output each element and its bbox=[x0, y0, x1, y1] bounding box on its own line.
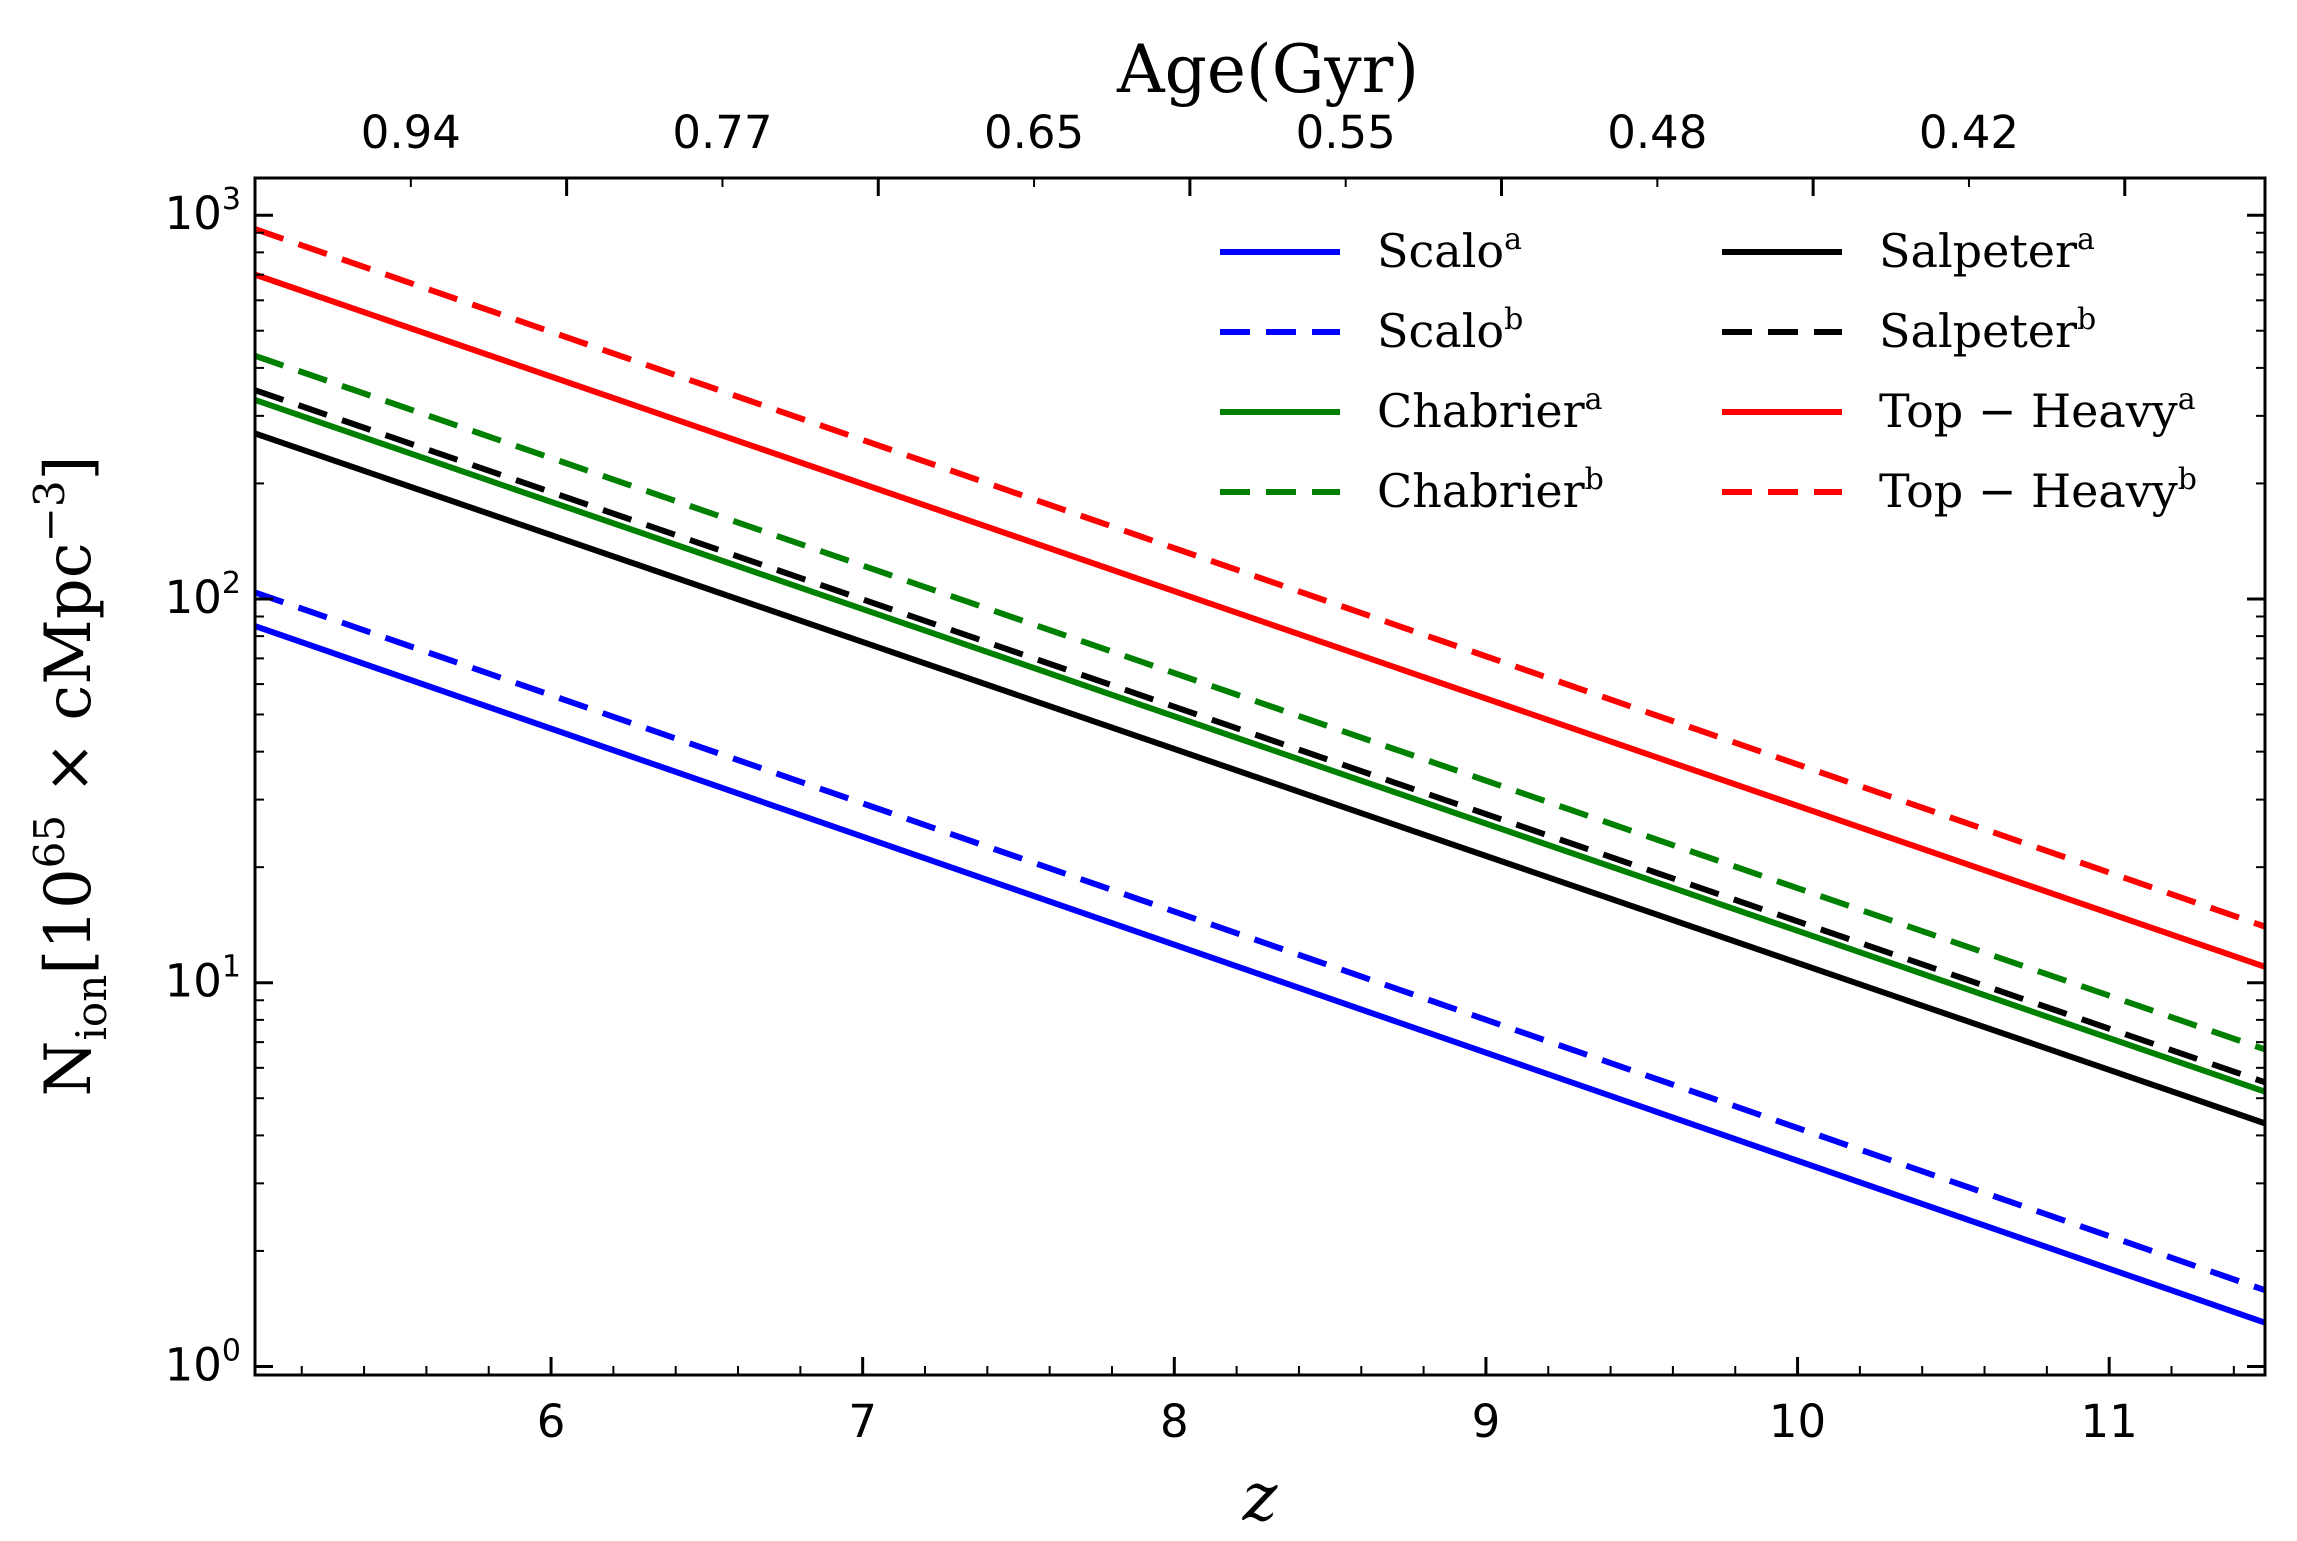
top-tick-label: 0.77 bbox=[672, 106, 772, 159]
top-tick-label: 0.94 bbox=[361, 106, 461, 159]
y-label-exp: 65 bbox=[25, 815, 74, 868]
series-line-6 bbox=[254, 387, 2266, 1086]
y-label-bracket-close: ] bbox=[32, 455, 106, 480]
x-tick-label: 10 bbox=[1769, 1395, 1826, 1448]
legend-label-2: Scalob bbox=[1377, 302, 1523, 358]
y-label-exp2: −3 bbox=[25, 480, 74, 542]
series-line-4 bbox=[254, 353, 2266, 1053]
x-tick-label: 8 bbox=[1160, 1395, 1189, 1448]
y-label-main: N bbox=[32, 1041, 106, 1097]
top-tick-label: 0.48 bbox=[1607, 106, 1707, 159]
y-label-sub: ion bbox=[67, 975, 116, 1041]
y-tick-label: 101 bbox=[165, 950, 241, 1008]
top-ticks: 0.94 0.77 0.65 0.55 0.48 0.42 bbox=[361, 106, 2127, 196]
y-ticks: 100 101 102 103 bbox=[165, 182, 2265, 1391]
y-label-bracket-open: [10 bbox=[32, 868, 106, 974]
legend-label-4: Chabrierb bbox=[1377, 462, 1604, 518]
top-tick-label: 0.65 bbox=[984, 106, 1084, 159]
legend-label-8: Top − Heavyb bbox=[1879, 462, 2197, 518]
y-label-times: × cMpc bbox=[32, 542, 106, 815]
legend-label-3: Chabriera bbox=[1377, 382, 1603, 438]
top-tick-label: 0.55 bbox=[1296, 106, 1396, 159]
series-line-7 bbox=[254, 271, 2266, 970]
legend: Scaloa Scalob Chabriera Chabrierb Salpetera S… bbox=[1220, 222, 2197, 518]
plot-frame bbox=[253, 176, 2267, 1377]
series-line-2 bbox=[254, 589, 2266, 1294]
x-axis-label: z bbox=[1242, 1459, 1279, 1536]
y-tick-label: 100 bbox=[165, 1333, 241, 1391]
legend-label-5: Salpetera bbox=[1879, 222, 2095, 278]
legend-label-1: Scaloa bbox=[1377, 222, 1522, 278]
plot-lines bbox=[254, 226, 2266, 1326]
legend-label-6: Salpeterb bbox=[1879, 302, 2096, 358]
y-tick-label: 102 bbox=[165, 566, 241, 624]
y-axis-label: Nion[1065 × cMpc−3] bbox=[25, 455, 116, 1096]
x-ticks: 6 7 8 9 10 11 bbox=[300, 1357, 2235, 1448]
x-tick-label: 9 bbox=[1472, 1395, 1501, 1448]
series-line-5 bbox=[254, 430, 2266, 1127]
x-tick-label: 6 bbox=[537, 1395, 566, 1448]
top-axis-label: Age(Gyr) bbox=[1116, 31, 1419, 108]
y-tick-label: 103 bbox=[165, 182, 241, 240]
x-tick-label: 7 bbox=[848, 1395, 877, 1448]
legend-label-7: Top − Heavya bbox=[1879, 382, 2196, 438]
top-tick-label: 0.42 bbox=[1919, 106, 2019, 159]
series-line-3 bbox=[254, 397, 2266, 1095]
series-line-1 bbox=[254, 623, 2266, 1326]
x-tick-label: 11 bbox=[2081, 1395, 2138, 1448]
series-line-8 bbox=[254, 226, 2266, 930]
